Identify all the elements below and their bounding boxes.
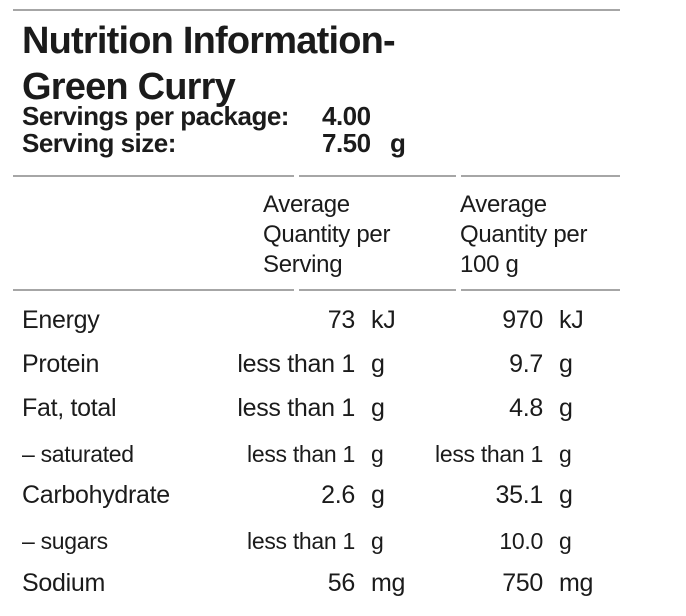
per-100g-value: 4.8 xyxy=(509,394,543,422)
per-serving-value: 73 xyxy=(327,306,356,334)
servings-per-package-value: 4.00 xyxy=(322,101,371,131)
per-100g-value: 750 xyxy=(502,569,543,597)
divider-top xyxy=(13,9,620,11)
title-line-2: Green Curry xyxy=(22,66,236,108)
table-row-saturated: – saturated less than 1 g less than 1 g xyxy=(0,440,686,468)
per-serving-unit: g xyxy=(371,481,385,509)
serving-size-value: 7.50 xyxy=(322,128,371,158)
nutrient-name: Protein xyxy=(22,350,100,378)
per-100g-unit: g xyxy=(559,394,573,422)
title-line-1: Nutrition Information- xyxy=(22,20,396,62)
divider-above-headers xyxy=(13,175,620,177)
per-serving-unit: g xyxy=(371,394,385,422)
nutrient-name: – sugars xyxy=(22,528,108,554)
per-serving-unit: mg xyxy=(371,569,406,597)
per-serving-value: less than 1 xyxy=(247,528,355,554)
table-row-energy: Energy 73 kJ 970 kJ xyxy=(0,306,686,334)
per-100g-unit: g xyxy=(559,441,572,467)
divider-below-headers xyxy=(13,289,620,291)
column-header-per-100g: Average Quantity per 100 g xyxy=(460,191,588,278)
per-serving-unit: g xyxy=(371,350,385,378)
table-row-sugars: – sugars less than 1 g 10.0 g xyxy=(0,527,686,555)
column-header-per-serving: Average Quantity per Serving xyxy=(263,191,391,278)
servings-info: Servings per package: 4.00 Serving size:… xyxy=(22,103,406,158)
label-title: Nutrition Information- Green Curry xyxy=(22,18,396,110)
table-row-sodium: Sodium 56 mg 750 mg xyxy=(0,569,686,597)
per-serving-unit: kJ xyxy=(371,306,396,334)
nutrient-name: – saturated xyxy=(22,441,134,467)
per-100g-value: 970 xyxy=(502,306,543,334)
per-serving-value: 56 xyxy=(327,569,356,597)
per-100g-value: less than 1 xyxy=(435,441,543,467)
table-row-fat-total: Fat, total less than 1 g 4.8 g xyxy=(0,394,686,422)
nutrient-name: Energy xyxy=(22,306,100,334)
per-100g-unit: g xyxy=(559,350,573,378)
nutrient-name: Sodium xyxy=(22,569,105,597)
per-100g-unit: g xyxy=(559,481,573,509)
per-serving-value: less than 1 xyxy=(237,394,355,422)
serving-size-label: Serving size: xyxy=(22,128,176,158)
per-100g-value: 9.7 xyxy=(509,350,543,378)
per-100g-value: 35.1 xyxy=(495,481,544,509)
nutrient-name: Carbohydrate xyxy=(22,481,170,509)
servings-per-package-label: Servings per package: xyxy=(22,101,289,131)
nutrient-name: Fat, total xyxy=(22,394,117,422)
per-100g-unit: g xyxy=(559,528,572,554)
per-serving-unit: g xyxy=(371,441,384,467)
serving-size-unit: g xyxy=(390,128,406,158)
per-100g-unit: mg xyxy=(559,569,594,597)
serving-size-row: Serving size: 7.50 g xyxy=(22,128,406,158)
per-serving-value: less than 1 xyxy=(237,350,355,378)
per-serving-value: less than 1 xyxy=(247,441,355,467)
servings-per-package-row: Servings per package: 4.00 xyxy=(22,103,405,130)
per-serving-unit: g xyxy=(371,528,384,554)
per-100g-value: 10.0 xyxy=(499,528,543,554)
table-row-protein: Protein less than 1 g 9.7 g xyxy=(0,350,686,378)
table-row-carbohydrate: Carbohydrate 2.6 g 35.1 g xyxy=(0,481,686,509)
per-100g-unit: kJ xyxy=(559,306,584,334)
per-serving-value: 2.6 xyxy=(321,481,355,509)
